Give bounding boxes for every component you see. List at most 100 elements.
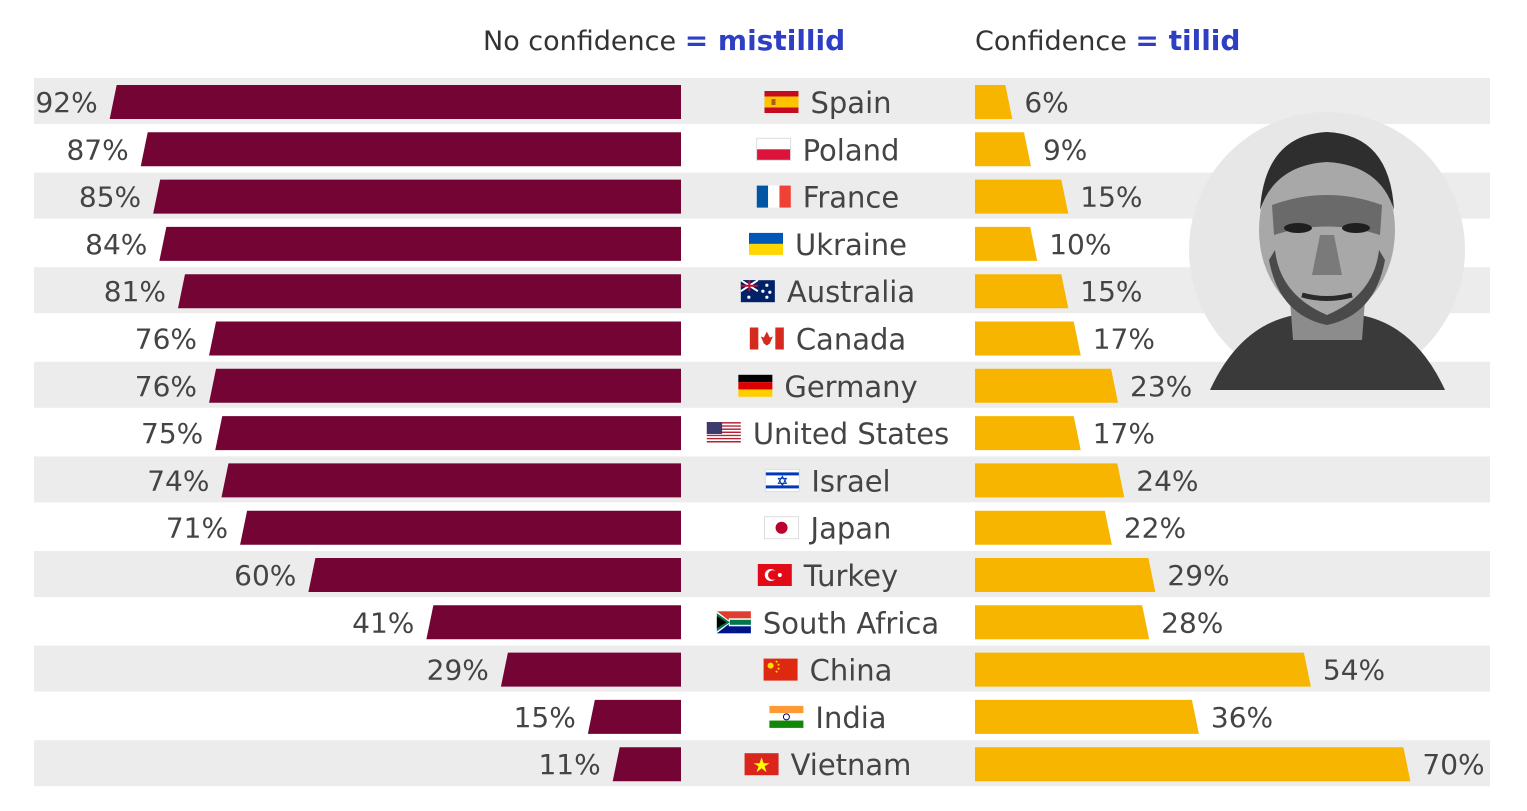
australia-flag-icon	[740, 279, 775, 303]
vietnam-flag-icon	[744, 753, 779, 776]
france-flag-icon	[756, 185, 791, 208]
country-label: Poland	[803, 133, 900, 167]
country-label: Germany	[784, 370, 917, 404]
no-confidence-bar	[209, 368, 682, 403]
country-label: South Africa	[763, 606, 939, 640]
no-confidence-value-label: 92%	[35, 86, 97, 119]
country-label: Spain	[810, 86, 891, 120]
germany-flag-icon	[738, 374, 773, 397]
confidence-bar	[975, 132, 1031, 167]
no-confidence-value-label: 85%	[79, 181, 141, 214]
chart-row: 74% 24% Israel	[34, 456, 1490, 503]
no-confidence-bar	[215, 416, 681, 451]
no-confidence-header: No confidence = mistillid	[483, 16, 845, 66]
chart-row: 87% 9% Poland	[66, 132, 1087, 167]
chart-row: 29% 54% China	[34, 645, 1490, 692]
no-confidence-bar	[308, 558, 681, 592]
chart-row: 60% 29% Turkey	[34, 551, 1490, 597]
country-label: Japan	[809, 512, 892, 546]
confidence-bar	[975, 274, 1069, 309]
united-states-flag-icon	[706, 422, 741, 445]
no-confidence-value-label: 71%	[166, 512, 228, 545]
confidence-bar	[975, 652, 1311, 687]
no-confidence-bar	[109, 85, 682, 119]
confidence-annotation: = tillid	[1135, 24, 1241, 57]
confidence-bar	[975, 558, 1156, 592]
country-label: Vietnam	[791, 748, 912, 782]
no-confidence-bar	[177, 274, 682, 309]
no-confidence-label: No confidence	[483, 26, 677, 57]
confidence-value-label: 24%	[1136, 464, 1198, 497]
confidence-bar	[975, 510, 1112, 545]
no-confidence-value-label: 76%	[135, 370, 197, 403]
confidence-value-label: 9%	[1043, 133, 1087, 166]
confidence-bar	[975, 463, 1125, 498]
confidence-bar	[975, 179, 1069, 214]
no-confidence-value-label: 81%	[104, 275, 166, 308]
no-confidence-bar	[587, 699, 681, 734]
chart-row: 11% 70% Vietnam	[34, 740, 1490, 787]
confidence-bar	[975, 368, 1119, 403]
country-label: Ukraine	[795, 228, 907, 262]
confidence-bar	[975, 605, 1150, 640]
country-label: Canada	[796, 323, 906, 357]
no-confidence-value-label: 87%	[66, 133, 128, 166]
confidence-value-label: 28%	[1161, 606, 1223, 639]
confidence-value-label: 22%	[1124, 512, 1186, 545]
no-confidence-value-label: 15%	[514, 701, 576, 734]
confidence-value-label: 17%	[1093, 323, 1155, 356]
turkey-flag-icon	[757, 564, 792, 586]
country-label: Australia	[787, 275, 915, 309]
confidence-value-label: 70%	[1422, 748, 1484, 781]
no-confidence-value-label: 84%	[85, 228, 147, 261]
chart-row: 75% 17% United States	[141, 416, 1155, 451]
chart-row: 15% 36% India	[514, 699, 1273, 735]
portrait-illustration	[1189, 112, 1465, 390]
canada-flag-icon	[749, 327, 784, 350]
ukraine-flag-icon	[749, 232, 783, 255]
no-confidence-bar	[612, 747, 681, 782]
spain-flag-icon	[764, 91, 799, 113]
confidence-bar	[975, 747, 1411, 782]
no-confidence-bar	[159, 226, 682, 261]
no-confidence-value-label: 74%	[147, 464, 209, 497]
chart-row: 76% 17% Canada	[135, 321, 1155, 357]
no-confidence-annotation: = mistillid	[684, 24, 846, 57]
chart-row: 41% 28% South Africa	[352, 605, 1223, 640]
no-confidence-bar	[426, 605, 681, 640]
confidence-label: Confidence	[975, 26, 1127, 57]
country-label: France	[803, 181, 899, 215]
south-africa-flag-icon	[716, 611, 751, 634]
confidence-value-label: 10%	[1049, 228, 1111, 261]
confidence-value-label: 17%	[1093, 417, 1155, 450]
confidence-value-label: 15%	[1080, 275, 1142, 308]
no-confidence-bar	[153, 179, 681, 214]
no-confidence-bar	[209, 321, 682, 356]
poland-flag-icon	[756, 137, 792, 161]
country-label: Turkey	[803, 559, 898, 593]
no-confidence-bar	[221, 463, 681, 498]
country-label: China	[810, 654, 893, 688]
india-flag-icon	[769, 705, 804, 728]
country-label: United States	[753, 417, 949, 451]
confidence-value-label: 36%	[1211, 701, 1273, 734]
confidence-value-label: 6%	[1024, 86, 1068, 119]
confidence-value-label: 54%	[1323, 654, 1385, 687]
confidence-bar	[975, 226, 1038, 261]
confidence-bar	[975, 85, 1013, 119]
country-label: India	[815, 701, 886, 735]
china-flag-icon	[763, 658, 798, 681]
confidence-value-label: 15%	[1080, 181, 1142, 214]
no-confidence-value-label: 41%	[352, 606, 414, 639]
confidence-bar	[975, 699, 1199, 734]
confidence-value-label: 23%	[1130, 370, 1192, 403]
confidence-header: Confidence = tillid	[975, 16, 1240, 66]
confidence-bar	[975, 416, 1081, 451]
no-confidence-bar	[500, 652, 681, 687]
no-confidence-bar	[140, 132, 682, 167]
no-confidence-value-label: 75%	[141, 417, 203, 450]
chart-row: 71% 22% Japan	[166, 510, 1186, 546]
japan-flag-icon	[764, 516, 800, 540]
chart-row: 84% 10% Ukraine	[85, 226, 1111, 262]
israel-flag-icon	[764, 468, 800, 492]
